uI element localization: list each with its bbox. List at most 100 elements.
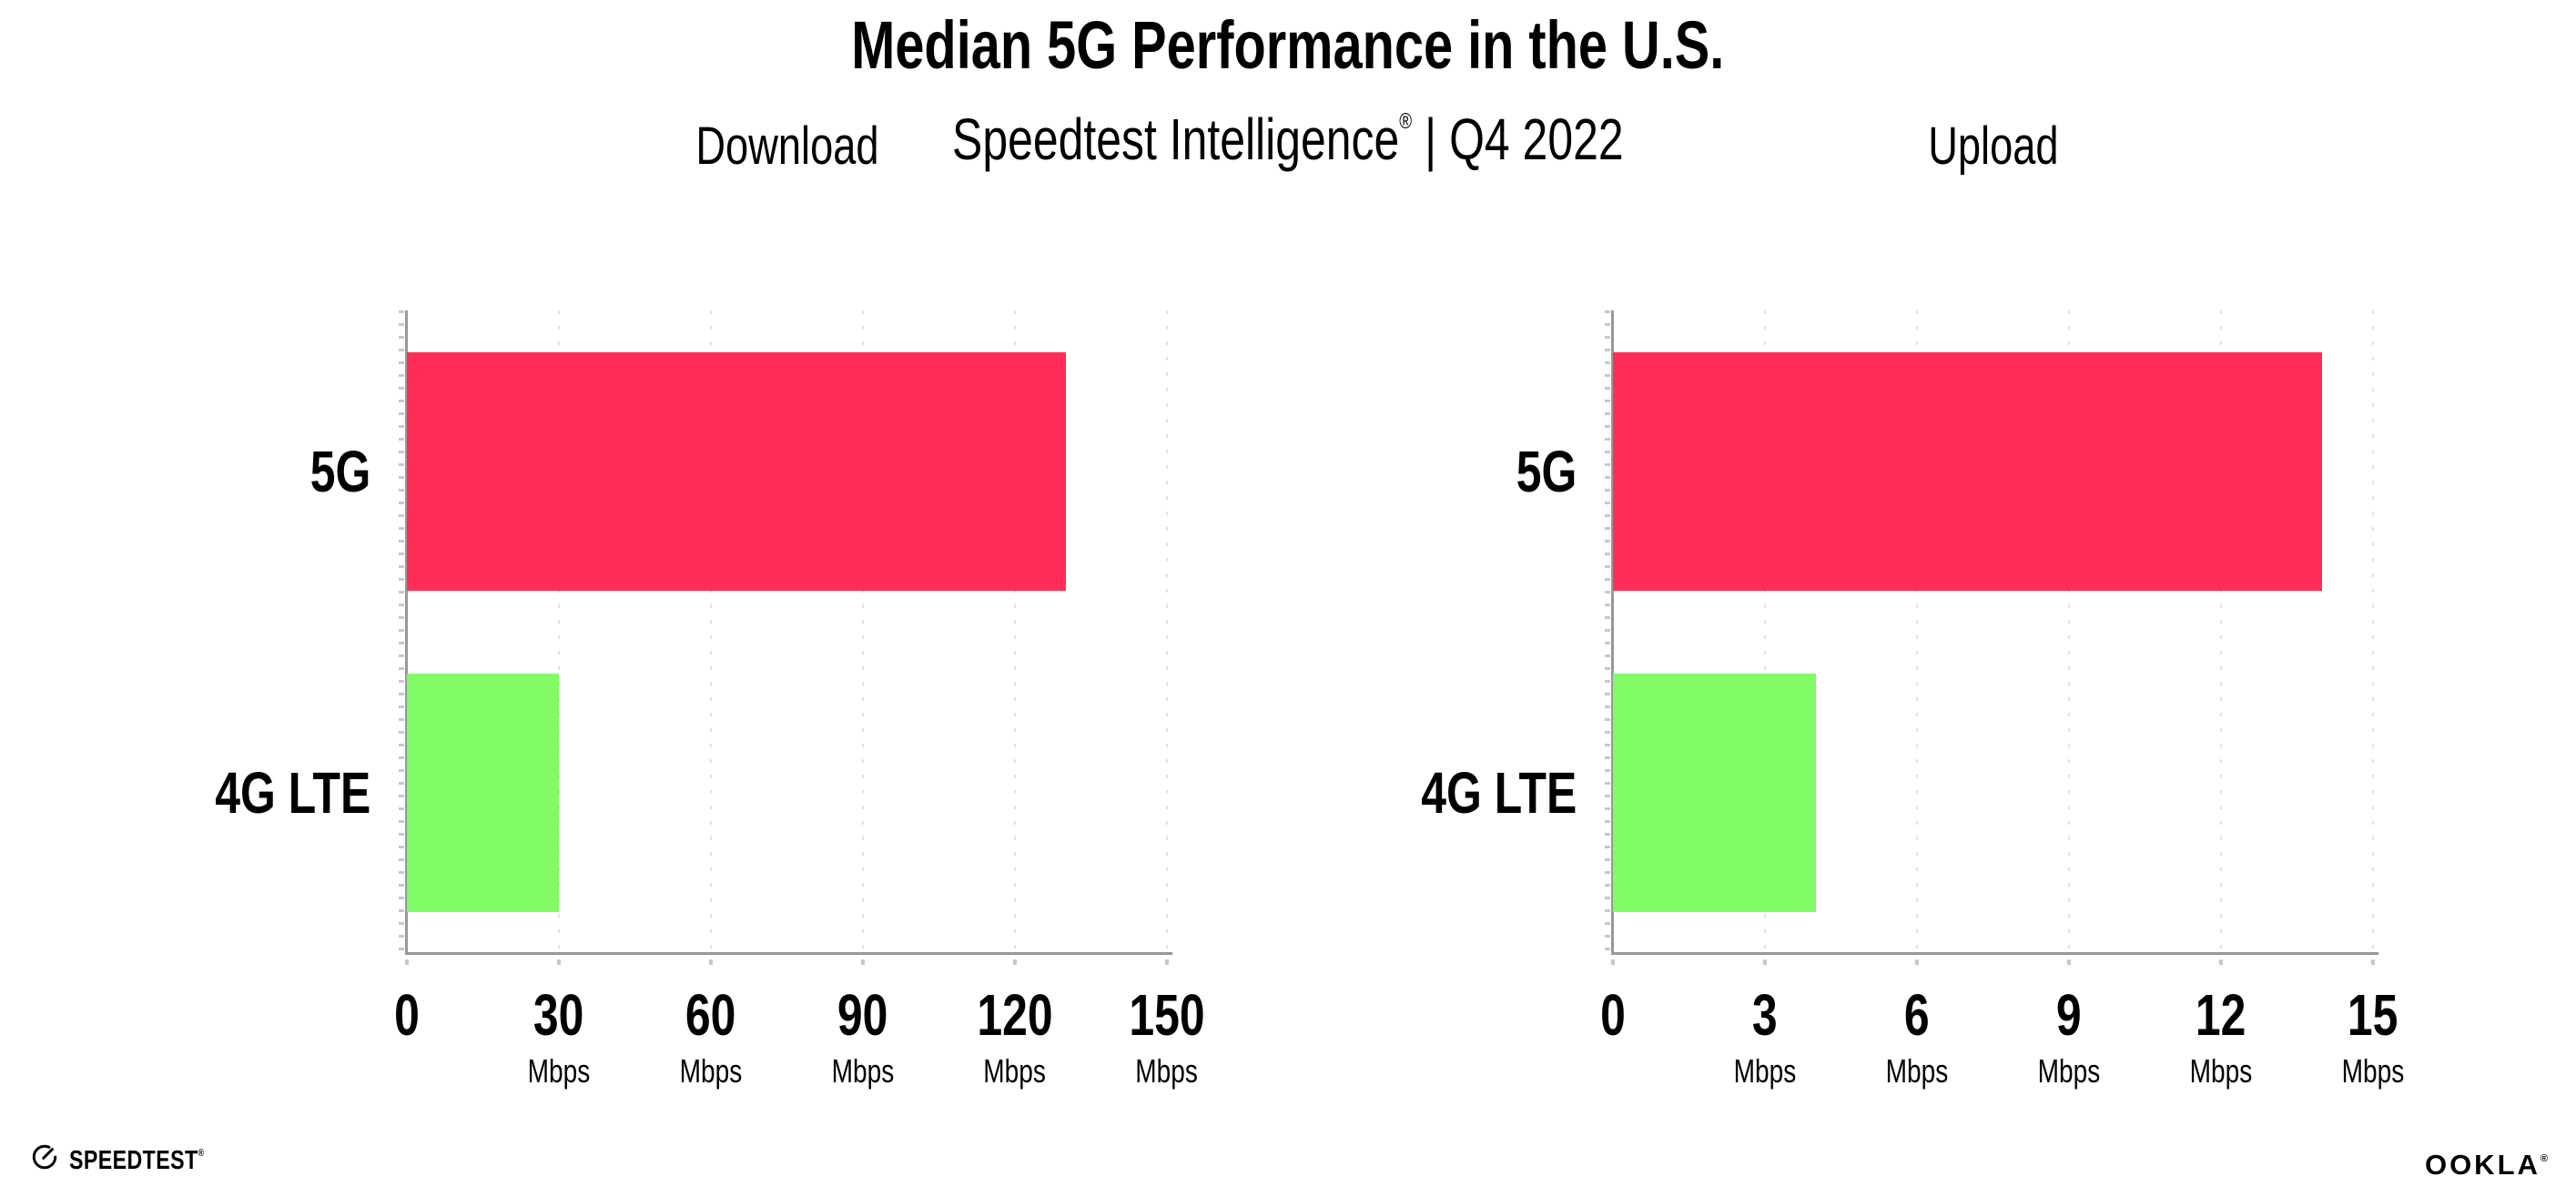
gridline-6: [1916, 310, 1918, 953]
x-axis: [1611, 952, 2378, 955]
x-tick-unit-text: Mbps: [983, 1052, 1047, 1090]
speedtest-label: SPEEDTEST: [69, 1146, 198, 1175]
x-tick-6: 6 Mbps: [1877, 984, 1957, 1090]
x-tick-120: 120 Mbps: [967, 984, 1064, 1090]
x-tick-unit: Mbps: [967, 1053, 1064, 1090]
x-tick-value: 9: [2029, 984, 2109, 1046]
x-tick-value: 90: [823, 984, 903, 1046]
x-tick-unit: Mbps: [671, 1053, 751, 1090]
gridline-12: [2220, 310, 2222, 953]
x-tick-value-text: 120: [977, 982, 1053, 1048]
subtitle-brand: Speedtest Intelligence: [952, 107, 1400, 172]
x-tick-unit: Mbps: [1725, 1053, 1805, 1090]
bar-5g: [407, 351, 1066, 591]
x-tick-30: 30 Mbps: [519, 984, 599, 1090]
registered-mark: ®: [1399, 109, 1413, 134]
category-label-text: 4G LTE: [214, 759, 370, 826]
y-axis: [399, 310, 408, 955]
chart-title-download: Download: [407, 117, 1167, 177]
x-tick-unit: Mbps: [1119, 1053, 1216, 1090]
x-tick-unit: Mbps: [2029, 1053, 2109, 1090]
x-tick-unit-text: Mbps: [2341, 1052, 2405, 1090]
ookla-label: OOKLA: [2424, 1149, 2541, 1181]
category-label-5g: 5G: [1499, 310, 1577, 632]
speedtest-gauge-icon: [32, 1144, 57, 1170]
x-tick-value-text: 150: [1129, 982, 1205, 1048]
x-tick-value: 120: [967, 984, 1064, 1046]
x-tick-value: 150: [1119, 984, 1216, 1046]
x-tick-value-text: 90: [837, 982, 888, 1048]
x-tick-value-text: 0: [1600, 982, 1626, 1048]
speedtest-wordmark-text: SPEEDTEST®: [69, 1138, 204, 1176]
x-tick-value-text: 9: [2056, 982, 2082, 1048]
gridline-90: [862, 310, 864, 953]
gridline-30: [558, 310, 560, 953]
x-tick-value-text: 15: [2348, 982, 2399, 1048]
x-tick-unit: Mbps: [823, 1053, 903, 1090]
page-title: Median 5G Performance in the U.S.: [0, 9, 2576, 82]
x-tick-value-text: 0: [394, 982, 420, 1048]
x-tick-unit: Mbps: [519, 1053, 599, 1090]
x-tick-value: 30: [519, 984, 599, 1046]
axis-tick-0: [405, 959, 409, 965]
x-tick-value-text: 60: [685, 982, 736, 1048]
x-tick-value: 0: [1597, 984, 1629, 1046]
x-tick-unit-text: Mbps: [679, 1052, 743, 1090]
axis-tick-90: [861, 959, 865, 965]
axis-tick-9: [2067, 959, 2071, 965]
category-label-text: 5G: [1516, 438, 1577, 504]
x-tick-3: 3 Mbps: [1725, 984, 1805, 1090]
bar-5g: [1613, 351, 2323, 591]
x-tick-value: 3: [1725, 984, 1805, 1046]
category-label-4g-lte: 4G LTE: [171, 632, 370, 953]
chart-title-upload-text: Upload: [1927, 117, 2059, 176]
category-label-5g: 5G: [293, 310, 370, 632]
x-tick-unit-text: Mbps: [831, 1052, 895, 1090]
x-tick-unit-text: Mbps: [2189, 1052, 2253, 1090]
x-tick-150: 150 Mbps: [1119, 984, 1216, 1090]
x-tick-value-text: 30: [533, 982, 584, 1048]
x-tick-value-text: 12: [2196, 982, 2246, 1048]
gridline-9: [2068, 310, 2070, 953]
page-subtitle: Speedtest Intelligence® | Q4 2022: [0, 89, 2576, 172]
x-tick-unit: Mbps: [2333, 1053, 2413, 1090]
axis-tick-15: [2371, 959, 2375, 965]
axis-tick-3: [1763, 959, 1767, 965]
y-axis: [1605, 310, 1614, 955]
x-tick-value-text: 6: [1904, 982, 1930, 1048]
x-tick-unit-text: Mbps: [527, 1052, 591, 1090]
subtitle-period: Q4 2022: [1449, 107, 1624, 172]
speedtest-logo: SPEEDTEST®: [31, 1138, 238, 1176]
gridline-3: [1764, 310, 1766, 953]
gridline-60: [710, 310, 712, 953]
speedtest-wordmark: SPEEDTEST®: [69, 1138, 238, 1176]
x-tick-unit-text: Mbps: [2037, 1052, 2101, 1090]
x-tick-9: 9 Mbps: [2029, 984, 2109, 1090]
axis-tick-150: [1165, 959, 1169, 965]
page-subtitle-text: Speedtest Intelligence® | Q4 2022: [952, 89, 1624, 172]
x-tick-12: 12 Mbps: [2181, 984, 2261, 1090]
x-tick-0: 0: [1597, 984, 1629, 1046]
chart-title-download-text: Download: [695, 117, 879, 176]
x-tick-value-text: 3: [1752, 982, 1778, 1048]
ookla-wordmark: OOKLA®: [2425, 1143, 2551, 1181]
x-tick-value: 15: [2333, 984, 2413, 1046]
axis-tick-120: [1013, 959, 1017, 965]
category-label-text: 5G: [309, 438, 370, 504]
x-tick-value: 0: [390, 984, 423, 1046]
plot-area-download: 0 30 Mbps 60 Mbps 90 Mbps 120 Mbps 150 Mbps 5G 4G LT…: [215, 310, 1205, 1090]
bar-4g-lte: [1613, 673, 1816, 912]
axis-tick-12: [2219, 959, 2223, 965]
x-tick-value: 60: [671, 984, 751, 1046]
x-tick-60: 60 Mbps: [671, 984, 751, 1090]
ookla-logo: OOKLA®: [2425, 1143, 2551, 1181]
bar-4g-lte: [407, 673, 559, 912]
speedtest-registered-mark: ®: [198, 1148, 205, 1159]
gridline-150: [1166, 310, 1168, 953]
x-tick-value: 12: [2181, 984, 2261, 1046]
x-tick-unit: Mbps: [1877, 1053, 1957, 1090]
page-title-text: Median 5G Performance in the U.S.: [851, 7, 1725, 83]
x-tick-unit-text: Mbps: [1885, 1052, 1949, 1090]
chart-title-upload: Upload: [1613, 117, 2373, 177]
